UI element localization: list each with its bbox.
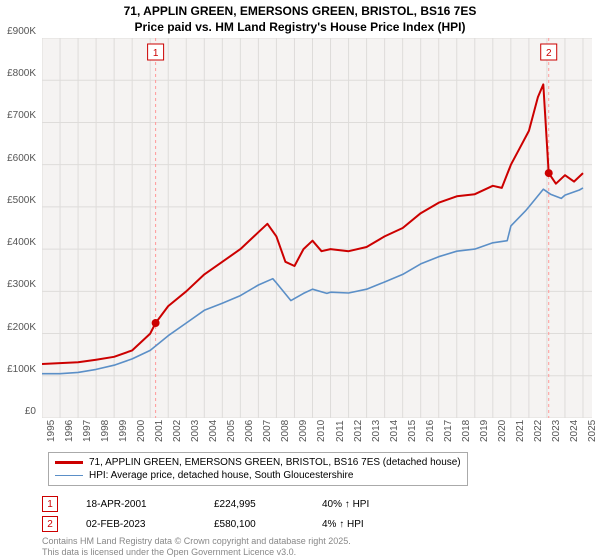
- x-tick-label: 2013: [371, 420, 382, 442]
- x-tick-label: 2012: [353, 420, 364, 442]
- legend: 71, APPLIN GREEN, EMERSONS GREEN, BRISTO…: [48, 452, 468, 486]
- x-tick-label: 2004: [208, 420, 219, 442]
- legend-swatch: [55, 461, 83, 464]
- x-tick-label: 2019: [479, 420, 490, 442]
- legend-row: 71, APPLIN GREEN, EMERSONS GREEN, BRISTO…: [55, 456, 461, 469]
- x-tick-label: 1999: [118, 420, 129, 442]
- y-tick-label: £500K: [0, 195, 36, 206]
- x-tick-label: 1997: [82, 420, 93, 442]
- y-tick-label: £800K: [0, 68, 36, 79]
- marker-delta: 4% ↑ HPI: [322, 519, 364, 530]
- x-tick-label: 2022: [533, 420, 544, 442]
- svg-text:2: 2: [546, 48, 552, 59]
- marker-price: £580,100: [214, 519, 294, 530]
- x-tick-label: 2025: [587, 420, 598, 442]
- y-tick-label: £300K: [0, 279, 36, 290]
- x-tick-label: 2015: [407, 420, 418, 442]
- x-tick-label: 2021: [515, 420, 526, 442]
- x-tick-label: 2014: [389, 420, 400, 442]
- legend-label: HPI: Average price, detached house, Sout…: [89, 470, 353, 481]
- x-tick-label: 2016: [425, 420, 436, 442]
- y-tick-label: £400K: [0, 237, 36, 248]
- title-line1: 71, APPLIN GREEN, EMERSONS GREEN, BRISTO…: [124, 4, 477, 18]
- y-tick-label: £100K: [0, 364, 36, 375]
- marker-delta: 40% ↑ HPI: [322, 499, 369, 510]
- x-tick-label: 2024: [569, 420, 580, 442]
- x-tick-label: 2020: [497, 420, 508, 442]
- chart-area: 12 £0£100K£200K£300K£400K£500K£600K£700K…: [42, 38, 592, 418]
- marker-price: £224,995: [214, 499, 294, 510]
- legend-swatch: [55, 475, 83, 477]
- x-tick-label: 2011: [335, 420, 346, 442]
- chart-svg: 12: [42, 38, 592, 418]
- x-tick-label: 2007: [262, 420, 273, 442]
- title-line2: Price paid vs. HM Land Registry's House …: [135, 20, 466, 34]
- y-tick-label: £600K: [0, 153, 36, 164]
- marker-row: 2 02-FEB-2023 £580,100 4% ↑ HPI: [42, 514, 369, 534]
- x-tick-label: 2005: [226, 420, 237, 442]
- chart-title: 71, APPLIN GREEN, EMERSONS GREEN, BRISTO…: [0, 0, 600, 35]
- y-tick-label: £900K: [0, 26, 36, 37]
- x-tick-label: 2010: [316, 420, 327, 442]
- y-axis-labels: £0 £100K £200K £300K £400K £500K £600K £700K £80…: [0, 32, 38, 424]
- marker-date: 02-FEB-2023: [86, 519, 186, 530]
- svg-text:1: 1: [153, 48, 159, 59]
- marker-row: 1 18-APR-2001 £224,995 40% ↑ HPI: [42, 494, 369, 514]
- x-tick-label: 2023: [551, 420, 562, 442]
- marker-number-box: 2: [42, 516, 58, 532]
- x-axis-labels: 1995 1996 1997 1998 1999 2000 2001 2002 2003 2004…: [42, 418, 592, 448]
- x-tick-label: 2009: [298, 420, 309, 442]
- x-tick-label: 1995: [46, 420, 57, 442]
- footer-line2: This data is licensed under the Open Gov…: [42, 547, 296, 557]
- y-tick-label: £0: [0, 406, 36, 417]
- x-tick-label: 1998: [100, 420, 111, 442]
- x-tick-label: 2000: [136, 420, 147, 442]
- legend-row: HPI: Average price, detached house, Sout…: [55, 469, 461, 482]
- x-tick-label: 2001: [154, 420, 165, 442]
- legend-label: 71, APPLIN GREEN, EMERSONS GREEN, BRISTO…: [89, 457, 461, 468]
- footer: Contains HM Land Registry data © Crown c…: [42, 536, 351, 558]
- y-tick-label: £700K: [0, 110, 36, 121]
- x-tick-label: 1996: [64, 420, 75, 442]
- y-tick-label: £200K: [0, 322, 36, 333]
- x-tick-label: 2006: [244, 420, 255, 442]
- x-tick-label: 2002: [172, 420, 183, 442]
- marker-date: 18-APR-2001: [86, 499, 186, 510]
- x-tick-label: 2003: [190, 420, 201, 442]
- marker-table: 1 18-APR-2001 £224,995 40% ↑ HPI 2 02-FEB-202…: [42, 494, 369, 534]
- x-tick-label: 2017: [443, 420, 454, 442]
- x-tick-label: 2018: [461, 420, 472, 442]
- x-tick-label: 2008: [280, 420, 291, 442]
- marker-number-box: 1: [42, 496, 58, 512]
- footer-line1: Contains HM Land Registry data © Crown c…: [42, 536, 351, 546]
